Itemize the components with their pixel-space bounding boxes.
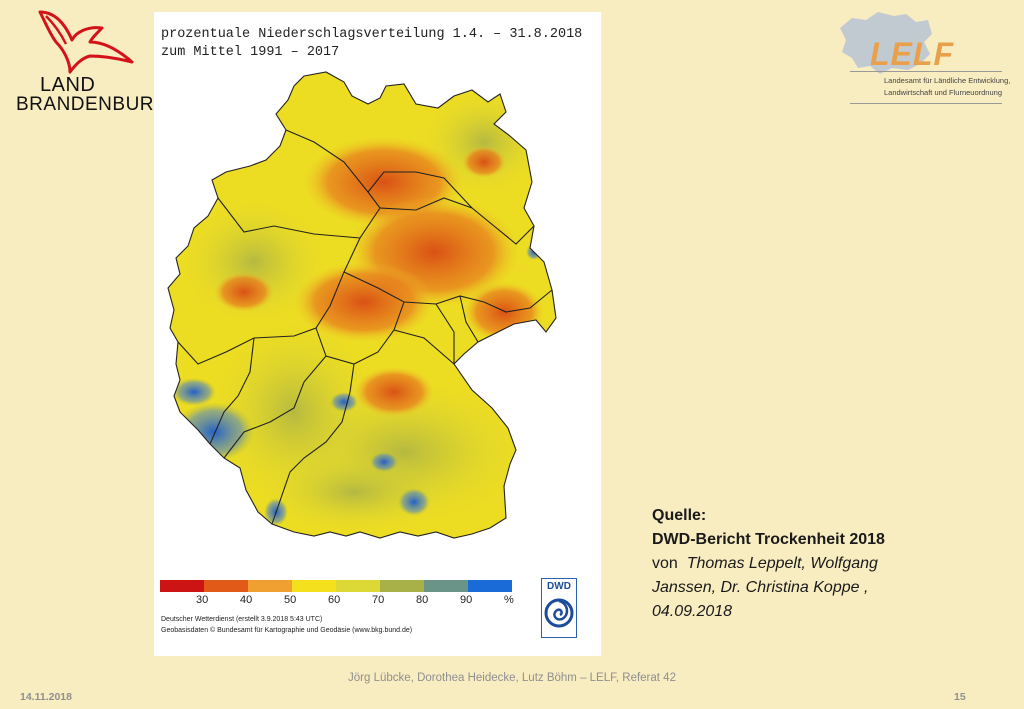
germany-precipitation-map bbox=[167, 71, 557, 539]
legend-label: 60 bbox=[328, 594, 341, 606]
lelf-subtitle-2: Landwirtschaft und Flurneuordnung bbox=[884, 88, 1002, 97]
legend-swatch bbox=[380, 580, 424, 592]
legend-label: 90 bbox=[460, 594, 473, 606]
land-brandenburg-logo: LAND BRANDENBURG bbox=[14, 6, 169, 116]
map-title-line1: prozentuale Niederschlagsverteilung 1.4.… bbox=[161, 27, 583, 42]
lelf-wordmark: LELF bbox=[870, 36, 954, 72]
footer-page-number: 15 bbox=[954, 691, 966, 703]
legend-swatch bbox=[424, 580, 468, 592]
logo-text-land: LAND bbox=[40, 74, 96, 96]
source-citation: Quelle: DWD-Bericht Trockenheit 2018 von… bbox=[652, 504, 1012, 624]
legend-label: 70 bbox=[372, 594, 385, 606]
source-authors-line1: von Thomas Leppelt, Wolfgang bbox=[652, 552, 1012, 576]
source-by-prefix: von bbox=[652, 555, 678, 572]
footer-date: 14.11.2018 bbox=[20, 691, 72, 703]
map-credit-bkg: Geobasisdaten © Bundesamt für Kartograph… bbox=[161, 627, 413, 634]
source-authors-1: Thomas Leppelt, Wolfgang bbox=[686, 555, 878, 572]
map-title-line2: zum Mittel 1991 – 2017 bbox=[161, 45, 340, 60]
lelf-logo: LELF Landesamt für Ländliche Entwicklung… bbox=[832, 8, 1012, 108]
legend-swatch bbox=[160, 580, 204, 592]
legend-labels: 30 40 50 60 70 80 90% bbox=[160, 594, 520, 608]
footer-authors: Jörg Lübcke, Dorothea Heidecke, Lutz Böh… bbox=[348, 672, 676, 684]
legend-swatch bbox=[336, 580, 380, 592]
legend-swatch bbox=[204, 580, 248, 592]
logo-divider-bottom bbox=[850, 103, 1002, 104]
brandenburg-map-icon bbox=[840, 12, 932, 74]
logo-divider-top bbox=[850, 71, 1002, 72]
map-credit-dwd: Deutscher Wetterdienst (erstellt 3.9.201… bbox=[161, 616, 323, 623]
source-date: 04.09.2018 bbox=[652, 603, 733, 620]
lelf-subtitle-1: Landesamt für Ländliche Entwicklung, bbox=[884, 76, 1011, 85]
precipitation-map-figure: prozentuale Niederschlagsverteilung 1.4.… bbox=[154, 12, 601, 656]
legend-label: 30 bbox=[196, 594, 209, 606]
legend-label: 80 bbox=[416, 594, 429, 606]
legend-swatch bbox=[248, 580, 292, 592]
dwd-logo-text: DWD bbox=[547, 581, 571, 592]
legend-swatch bbox=[468, 580, 512, 592]
map-title: prozentuale Niederschlagsverteilung 1.4.… bbox=[161, 26, 582, 62]
legend-label: 50 bbox=[284, 594, 297, 606]
source-authors-line2: Janssen, Dr. Christina Koppe , bbox=[652, 579, 869, 596]
legend-label: 40 bbox=[240, 594, 253, 606]
source-report-title: DWD-Bericht Trockenheit 2018 bbox=[652, 531, 885, 548]
source-label: Quelle: bbox=[652, 507, 707, 524]
logo-text-brandenburg: BRANDENBURG bbox=[16, 94, 170, 115]
legend-swatch bbox=[292, 580, 336, 592]
dwd-logo: DWD bbox=[541, 578, 577, 638]
legend-color-bar bbox=[160, 580, 512, 592]
eagle-icon bbox=[38, 10, 134, 74]
legend-label: % bbox=[504, 594, 514, 606]
dwd-swirl-icon bbox=[544, 598, 574, 628]
